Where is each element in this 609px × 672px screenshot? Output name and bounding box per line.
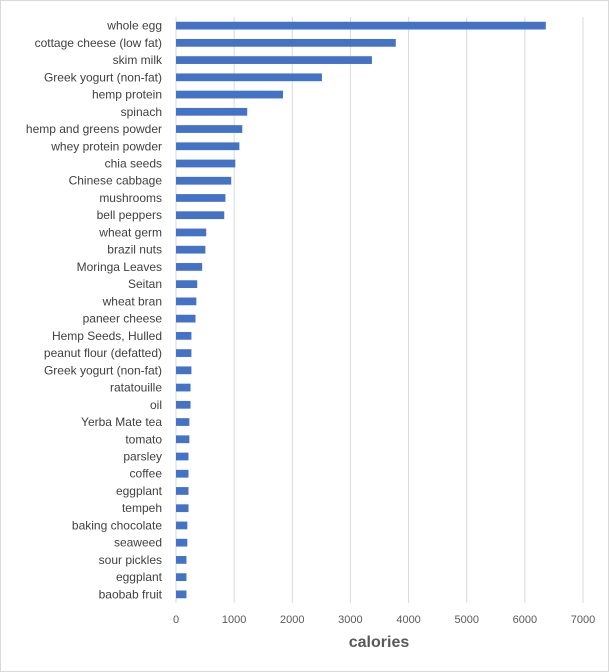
x-tick-label: 3000: [338, 614, 362, 626]
category-label: peanut flour (defatted): [44, 346, 162, 360]
category-label: seaweed: [114, 536, 162, 550]
category-label: eggplant: [116, 484, 163, 498]
x-tick-labels: 0 1000 2000 3000 4000 5000 6000 7000: [173, 614, 595, 626]
x-tick-label: 5000: [454, 614, 478, 626]
gridlines: [175, 17, 584, 603]
category-label: hemp and greens powder: [26, 122, 162, 136]
bar: [176, 331, 192, 340]
x-tick-label: 4000: [396, 614, 420, 626]
bar: [176, 400, 191, 409]
category-label: bell peppers: [97, 208, 162, 222]
category-label: eggplant: [116, 570, 163, 584]
category-label: brazil nuts: [107, 243, 162, 257]
bar: [176, 538, 188, 547]
x-tick-label: 0: [173, 614, 179, 626]
category-label: baobab fruit: [99, 587, 163, 601]
bar: [176, 90, 283, 99]
bar: [176, 280, 198, 289]
category-label: skim milk: [113, 53, 163, 67]
bar: [176, 573, 187, 582]
bar: [176, 435, 190, 444]
x-tick-label: 2000: [280, 614, 304, 626]
category-label: sour pickles: [99, 553, 162, 567]
bar: [176, 228, 207, 237]
bar: [176, 21, 546, 30]
bar: [176, 314, 196, 323]
category-label: wheat germ: [98, 225, 162, 239]
category-label: tempeh: [122, 501, 162, 515]
bar: [176, 263, 203, 271]
bar: [176, 194, 226, 202]
category-label: Greek yogurt (non-fat): [44, 70, 162, 84]
category-label: tomato: [125, 432, 162, 446]
category-label: whey protein powder: [50, 139, 162, 153]
bar: [176, 73, 322, 82]
category-label: cottage cheese (low fat): [35, 36, 162, 50]
category-label: Yerba Mate tea: [81, 415, 162, 429]
bar: [176, 211, 225, 220]
category-labels: whole egg cottage cheese (low fat) skim mi…: [26, 19, 163, 602]
category-label: paneer cheese: [83, 312, 163, 326]
category-label: chia seeds: [105, 157, 162, 171]
bar: [176, 56, 372, 64]
category-label: whole egg: [106, 19, 162, 33]
bars: [176, 21, 546, 599]
bar: [176, 125, 243, 133]
bar: [176, 107, 248, 116]
bar: [176, 452, 189, 461]
bar: [176, 349, 192, 357]
category-label: mushrooms: [99, 191, 162, 205]
bar: [176, 38, 396, 47]
bar: [176, 366, 192, 375]
bar: [176, 487, 189, 495]
bar: [176, 142, 240, 151]
bar: [176, 245, 206, 254]
category-label: coffee: [130, 467, 163, 481]
bar: [176, 418, 190, 426]
bar: [176, 297, 197, 306]
bar: [176, 504, 189, 513]
category-label: Greek yogurt (non-fat): [44, 363, 162, 377]
bar: [176, 469, 189, 478]
category-label: wheat bran: [102, 294, 162, 308]
category-label: oil: [150, 398, 162, 412]
x-tick-label: 1000: [222, 614, 246, 626]
category-label: ratatouille: [110, 381, 162, 395]
category-label: spinach: [121, 105, 162, 119]
bar: [176, 556, 187, 564]
category-label: Seitan: [128, 277, 162, 291]
x-tick-label: 6000: [513, 614, 537, 626]
x-axis-label: calories: [349, 634, 410, 651]
bar: [176, 590, 187, 599]
bar: [176, 521, 188, 530]
category-label: Chinese cabbage: [69, 174, 163, 188]
bar: [176, 383, 191, 392]
category-label: baking chocolate: [72, 518, 162, 532]
x-tick-label: 7000: [571, 614, 595, 626]
category-label: Hemp Seeds, Hulled: [52, 329, 162, 343]
bar: [176, 176, 232, 185]
category-label: parsley: [123, 450, 162, 464]
bar: [176, 159, 236, 168]
category-label: hemp protein: [92, 88, 162, 102]
category-label: Moringa Leaves: [77, 260, 162, 274]
